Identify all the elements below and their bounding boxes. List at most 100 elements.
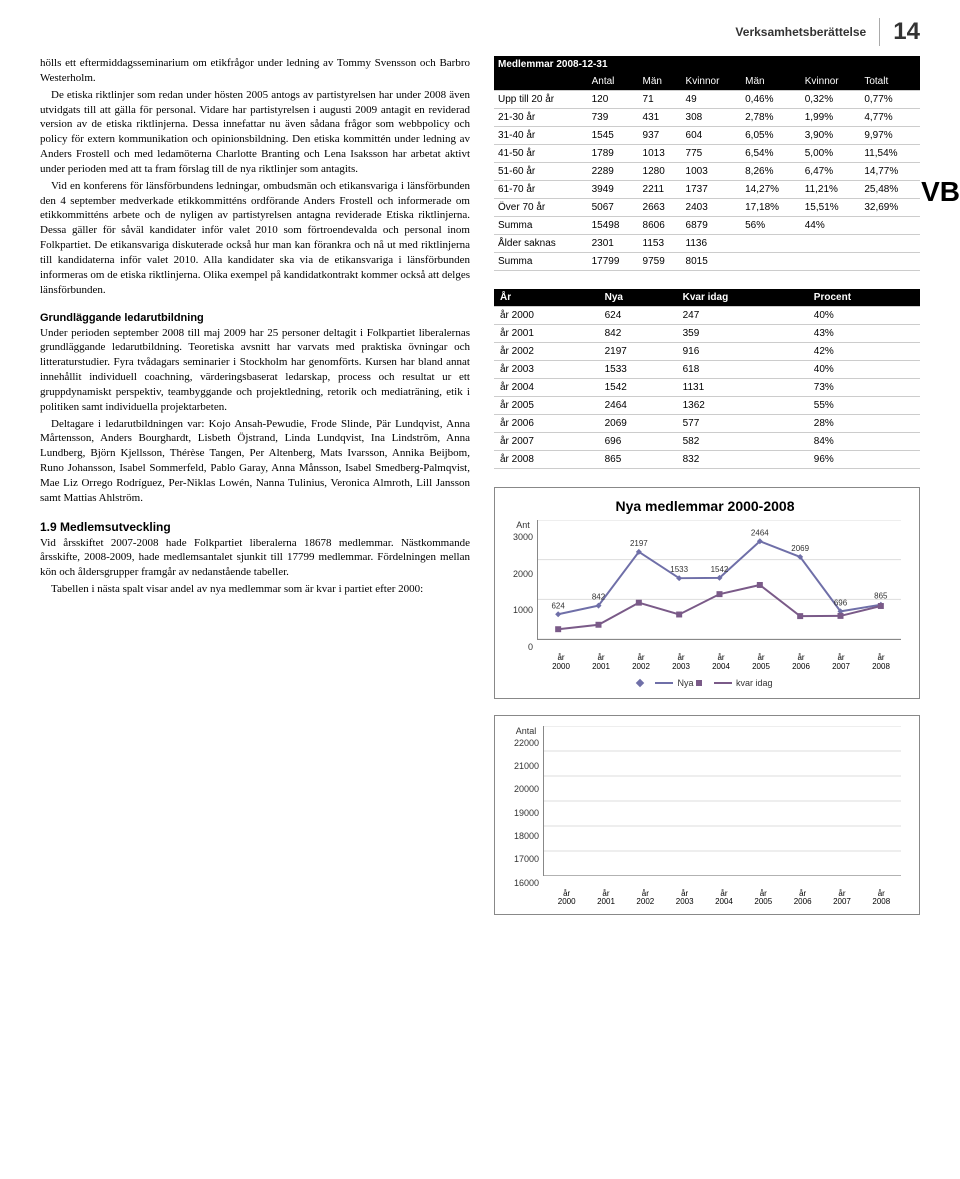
table2-header-cell: Kvar idag (677, 289, 808, 307)
table-cell: 1533 (599, 361, 677, 379)
chart1-legend: Nya kvar idag (509, 678, 901, 688)
table-cell: 937 (639, 127, 682, 145)
para-1: hölls ett eftermiddagsseminarium om etik… (40, 56, 470, 86)
table-cell: 17799 (588, 253, 639, 271)
table-cell: 49 (682, 91, 742, 109)
page-number: 14 (893, 18, 920, 46)
table-cell: 0,46% (741, 91, 801, 109)
table-cell: 31-40 år (494, 127, 588, 145)
svg-text:624: 624 (551, 601, 565, 610)
table-row: Över 70 år50672663240317,18%15,51%32,69% (494, 199, 920, 217)
table-cell: 582 (677, 433, 808, 451)
chart2-xtick: år2007 (822, 890, 861, 908)
table-cell: 5,00% (801, 145, 861, 163)
table-cell (801, 235, 861, 253)
table-cell: 61-70 år (494, 181, 588, 199)
para-4: Under perioden september 2008 till maj 2… (40, 326, 470, 415)
table1-header-cell: Kvinnor (801, 73, 861, 91)
table-cell: 1013 (639, 145, 682, 163)
table-row: år 200769658284% (494, 433, 920, 451)
table-row: år 2002219791642% (494, 343, 920, 361)
table-cell: 120 (588, 91, 639, 109)
chart1-ytick: 1000 (513, 605, 533, 615)
chart1-ytick: 2000 (513, 569, 533, 579)
chart1-xtick: år2002 (621, 654, 661, 672)
table-cell (860, 235, 920, 253)
table-cell: 9,97% (860, 127, 920, 145)
table-cell (860, 217, 920, 235)
table1-header-cell: Män (741, 73, 801, 91)
para-2: De etiska riktlinjer som redan under hös… (40, 88, 470, 177)
para-5: Deltagare i ledarutbildningen var: Kojo … (40, 417, 470, 506)
table-cell: 865 (599, 451, 677, 469)
table-cell: Över 70 år (494, 199, 588, 217)
heading-ledarutbildning: Grundläggande ledarutbildning (40, 312, 470, 324)
table1-header-cell: Kvinnor (682, 73, 742, 91)
doc-title: Verksamhetsberättelse (735, 25, 866, 39)
table-cell: 9759 (639, 253, 682, 271)
table-cell: 21-30 år (494, 109, 588, 127)
chart1-xtick: år2001 (581, 654, 621, 672)
table-cell: 55% (808, 397, 920, 415)
table2-header-cell: Procent (808, 289, 920, 307)
table-row: år 2006206957728% (494, 415, 920, 433)
table-cell: 15498 (588, 217, 639, 235)
table-cell: 1003 (682, 163, 742, 181)
table-cell: 775 (682, 145, 742, 163)
table-cell: 96% (808, 451, 920, 469)
table-cell: 916 (677, 343, 808, 361)
chart2-xtick: år2006 (783, 890, 822, 908)
table-cell: 25,48% (860, 181, 920, 199)
table-cell: 42% (808, 343, 920, 361)
table-row: 41-50 år178910137756,54%5,00%11,54% (494, 145, 920, 163)
svg-text:2197: 2197 (630, 539, 648, 548)
table-cell: 0,32% (801, 91, 861, 109)
table-row: år 20052464136255% (494, 397, 920, 415)
table-cell: 2663 (639, 199, 682, 217)
table-cell: 11,54% (860, 145, 920, 163)
page-header: Verksamhetsberättelse 14 (0, 0, 960, 56)
chart2-ytick: 21000 (514, 761, 539, 771)
table-cell: 2211 (639, 181, 682, 199)
table-cell: 696 (599, 433, 677, 451)
svg-text:696: 696 (834, 598, 848, 607)
table-cell: 6,05% (741, 127, 801, 145)
chart1-xtick: år2007 (821, 654, 861, 672)
table-cell: 431 (639, 109, 682, 127)
table-cell (860, 253, 920, 271)
table-cell: 32,69% (860, 199, 920, 217)
table-cell: 3,90% (801, 127, 861, 145)
table-row: år 20041542113173% (494, 379, 920, 397)
table-cell: år 2000 (494, 307, 599, 325)
nya-medlemmar-chart: Nya medlemmar 2000-2008 Ant 300020001000… (494, 487, 920, 699)
table-cell: 1153 (639, 235, 682, 253)
chart1-xtick: år2005 (741, 654, 781, 672)
table-row: Upp till 20 år12071490,46%0,32%0,77% (494, 91, 920, 109)
chart2-ylabel: Antal (509, 726, 543, 736)
table-cell: 842 (599, 325, 677, 343)
chart2-xtick: år2003 (665, 890, 704, 908)
table-cell: 359 (677, 325, 808, 343)
chart2-xtick: år2000 (547, 890, 586, 908)
svg-text:865: 865 (874, 592, 888, 601)
table-cell: 8015 (682, 253, 742, 271)
table-cell: 15,51% (801, 199, 861, 217)
table-cell (741, 253, 801, 271)
table-cell: 2464 (599, 397, 677, 415)
chart1-xtick: år2006 (781, 654, 821, 672)
table-cell: 1136 (682, 235, 742, 253)
table-row: år 2003153361840% (494, 361, 920, 379)
table-cell: 40% (808, 307, 920, 325)
table-row: år 200184235943% (494, 325, 920, 343)
table-cell: 14,77% (860, 163, 920, 181)
table-cell: 2,78% (741, 109, 801, 127)
chart2-ytick: 16000 (514, 878, 539, 888)
table-row: 51-60 år2289128010038,26%6,47%14,77% (494, 163, 920, 181)
table-row: Summa1779997598015 (494, 253, 920, 271)
legend-kvar: kvar idag (736, 678, 773, 688)
svg-text:2069: 2069 (791, 544, 809, 553)
table1-title: Medlemmar 2008-12-31 (494, 56, 920, 73)
table-cell: 8,26% (741, 163, 801, 181)
svg-text:2464: 2464 (751, 528, 769, 537)
table2-header-cell: År (494, 289, 599, 307)
